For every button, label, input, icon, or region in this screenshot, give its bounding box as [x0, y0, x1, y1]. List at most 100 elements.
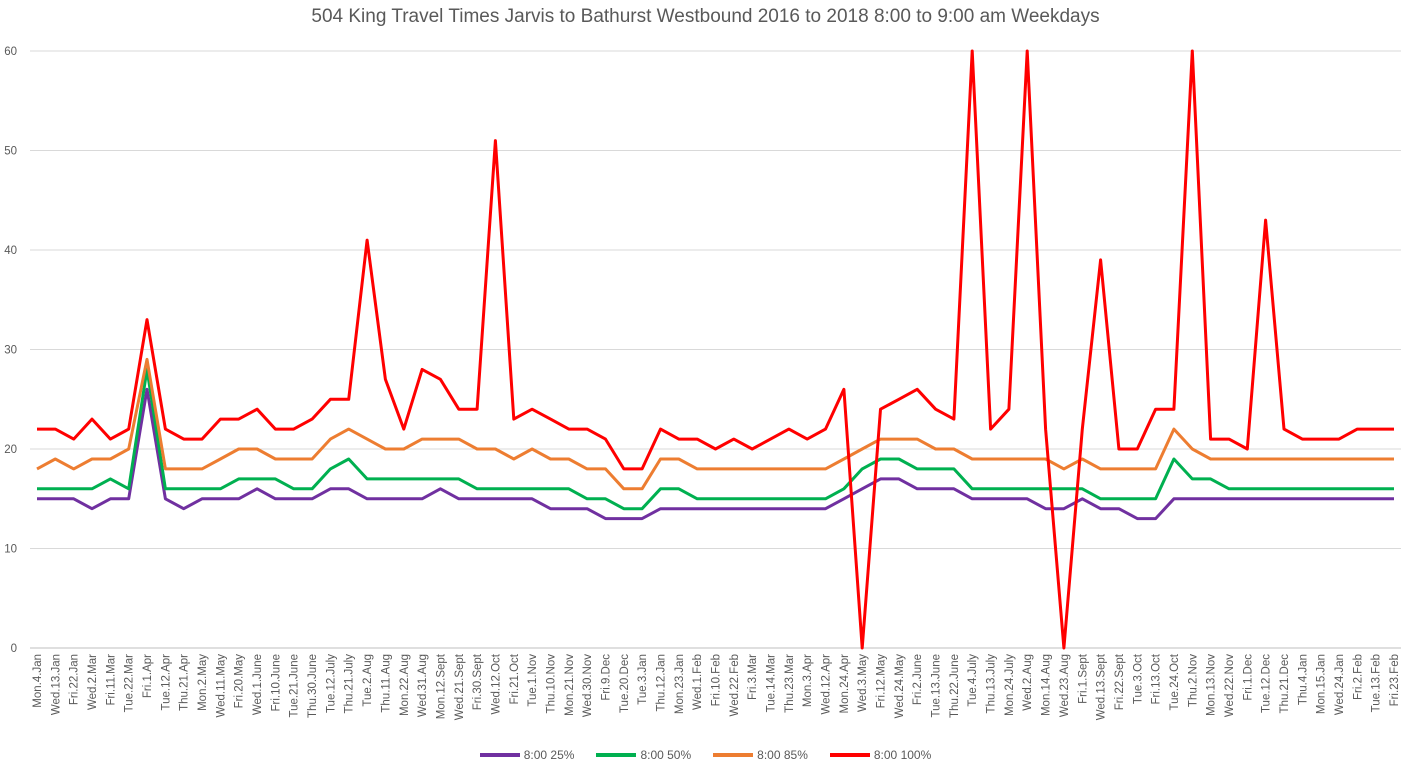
x-tick-label: Thu.21.Dec	[1279, 654, 1291, 714]
x-tick-label: Thu.23.Mar	[784, 654, 796, 713]
x-tick-label: Tue.12.July	[325, 654, 337, 713]
x-tick-label: Fri.23.Feb	[1389, 654, 1401, 706]
x-tick-label: Fri.22.Sept	[1114, 653, 1126, 710]
legend-label: 8:00 85%	[757, 748, 808, 762]
x-tick-label: Tue.12.Apr	[160, 654, 172, 711]
y-tick-label: 50	[4, 146, 17, 158]
x-tick-label: Wed.1.June	[252, 654, 264, 715]
legend-swatch	[713, 753, 754, 757]
x-tick-label: Mon.24.Apr	[839, 654, 851, 714]
x-tick-label: Tue.20.Dec	[619, 654, 631, 713]
x-tick-label: Thu.12.Jan	[655, 654, 667, 712]
x-tick-label: Thu.21.Apr	[179, 654, 191, 711]
x-tick-label: Wed.13.Jan	[50, 654, 62, 715]
x-tick-label: Thu.2.Nov	[1187, 654, 1199, 707]
x-tick-label: Wed.2.Mar	[87, 654, 99, 710]
x-tick-label: Mon.14.Aug	[1041, 654, 1053, 716]
x-tick-label: Wed.1.Feb	[692, 654, 704, 710]
x-tick-label: Thu.11.Aug	[380, 654, 392, 713]
x-tick-label: Fri.22.Jan	[69, 654, 81, 705]
series-line-1	[37, 367, 1394, 511]
y-tick-label: 60	[4, 46, 17, 58]
x-tick-label: Fri.11.Mar	[105, 654, 117, 706]
legend: 8:00 25% 8:00 50% 8:00 85% 8:00 100%	[0, 748, 1411, 762]
legend-label: 8:00 100%	[873, 748, 932, 762]
x-tick-label: Wed.12.Oct	[490, 653, 502, 714]
x-tick-label: Tue.22.Mar	[124, 654, 136, 713]
x-tick-label: Tue.13.Feb	[1371, 654, 1383, 712]
x-tick-label: Wed.11.May	[215, 654, 227, 718]
legend-swatch	[829, 753, 870, 757]
x-tick-label: Mon.3.Apr	[802, 654, 814, 707]
x-tick-label: Thu.4.Jan	[1297, 654, 1309, 705]
legend-item-2: 8:00 85%	[713, 748, 808, 762]
x-tick-label: Mon.22.Aug	[399, 654, 411, 716]
x-tick-label: Thu.22.June	[949, 654, 961, 718]
x-tick-label: Fri.1.Apr	[142, 654, 154, 698]
x-tick-label: Wed.22.Feb	[729, 654, 741, 716]
x-tick-label: Mon.24.July	[1004, 654, 1016, 716]
x-tick-label: Wed.3.May	[857, 654, 869, 712]
y-tick-label: 0	[11, 643, 17, 655]
series-line-3	[37, 49, 1394, 650]
x-tick-label: Fri.2.Feb	[1352, 654, 1364, 700]
x-tick-label: Fri.3.Mar	[747, 654, 759, 700]
legend-item-0: 8:00 25%	[479, 748, 575, 762]
x-tick-label: Mon.4.Jan	[32, 654, 44, 708]
x-axis-tick-labels: Mon.4.Jan Wed.13.Jan Fri.22.Jan Wed.2.Mar Fr…	[32, 653, 1401, 720]
y-tick-label: 40	[4, 245, 17, 257]
x-tick-label: Wed.24.Jan	[1334, 654, 1346, 715]
x-tick-label: Tue.21.June	[289, 654, 301, 718]
y-tick-label: 20	[4, 444, 17, 456]
x-tick-label: Fri.1.Sept	[1077, 653, 1089, 704]
x-tick-label: Wed.22.Nov	[1224, 654, 1236, 717]
x-tick-label: Wed.2.Aug	[1022, 654, 1034, 711]
x-tick-label: Wed.21.Sept	[454, 653, 466, 720]
x-tick-label: Fri.21.Oct	[509, 653, 521, 704]
y-tick-label: 10	[4, 544, 17, 556]
x-tick-label: Tue.3.Oct	[1132, 653, 1144, 704]
y-axis-tick-labels: 0 10 20 30 40 50 60	[4, 46, 17, 655]
x-tick-label: Fri.10.Feb	[711, 654, 723, 706]
series-lines	[36, 49, 1394, 650]
x-tick-label: Thu.13.July	[986, 654, 998, 714]
x-tick-label: Fri.2.June	[912, 654, 924, 705]
x-tick-label: Tue.14.Mar	[766, 654, 778, 713]
legend-swatch	[596, 753, 637, 757]
x-tick-label: Wed.13.Sept	[1096, 653, 1108, 720]
x-tick-label: Mon.13.Nov	[1206, 654, 1218, 716]
x-tick-label: Fri.10.June	[270, 654, 282, 712]
x-tick-label: Tue.4.July	[967, 654, 979, 707]
x-tick-label: Fri.13.Oct	[1151, 653, 1163, 704]
x-tick-label: Wed.23.Aug	[1059, 654, 1071, 717]
legend-swatch	[479, 753, 520, 757]
x-tick-label: Thu.21.July	[344, 654, 356, 714]
chart-plot-area: 0 10 20 30 40 50 60 Mon.4.Jan Wed.13.Jan Fri.22.…	[4, 46, 1401, 720]
x-tick-label: Tue.12.Dec	[1261, 654, 1273, 713]
y-tick-label: 30	[4, 345, 17, 357]
x-tick-label: Wed.31.Aug	[417, 654, 429, 717]
x-tick-label: Thu.10.Nov	[545, 654, 557, 714]
x-tick-label: Tue.3.Jan	[637, 654, 649, 705]
legend-item-3: 8:00 100%	[829, 748, 932, 762]
x-tick-label: Tue.24.Oct	[1169, 653, 1181, 710]
x-tick-label: Mon.2.May	[197, 654, 209, 711]
x-tick-label: Wed.30.Nov	[582, 654, 594, 717]
legend-item-1: 8:00 50%	[596, 748, 691, 762]
x-tick-label: Fri.1.Dec	[1242, 654, 1254, 701]
legend-label: 8:00 50%	[640, 748, 692, 762]
x-tick-label: Tue.13.June	[931, 654, 943, 718]
x-tick-label: Wed.24.May	[894, 654, 906, 719]
x-tick-label: Mon.12.Sept	[435, 653, 447, 719]
x-tick-label: Fri.12.May	[876, 654, 888, 709]
x-tick-label: Mon.23.Jan	[674, 654, 686, 714]
x-tick-label: Mon.21.Nov	[564, 654, 576, 716]
x-tick-label: Mon.15.Jan	[1316, 654, 1328, 714]
x-tick-label: Fri.9.Dec	[600, 654, 612, 701]
x-tick-label: Tue.2.Aug	[362, 654, 374, 707]
series-line-0	[37, 387, 1394, 521]
x-tick-label: Fri.30.Sept	[472, 653, 484, 710]
x-tick-label: Wed.12.Apr	[821, 654, 833, 715]
series-line-2	[36, 357, 1394, 491]
legend-label: 8:00 25%	[523, 748, 575, 762]
